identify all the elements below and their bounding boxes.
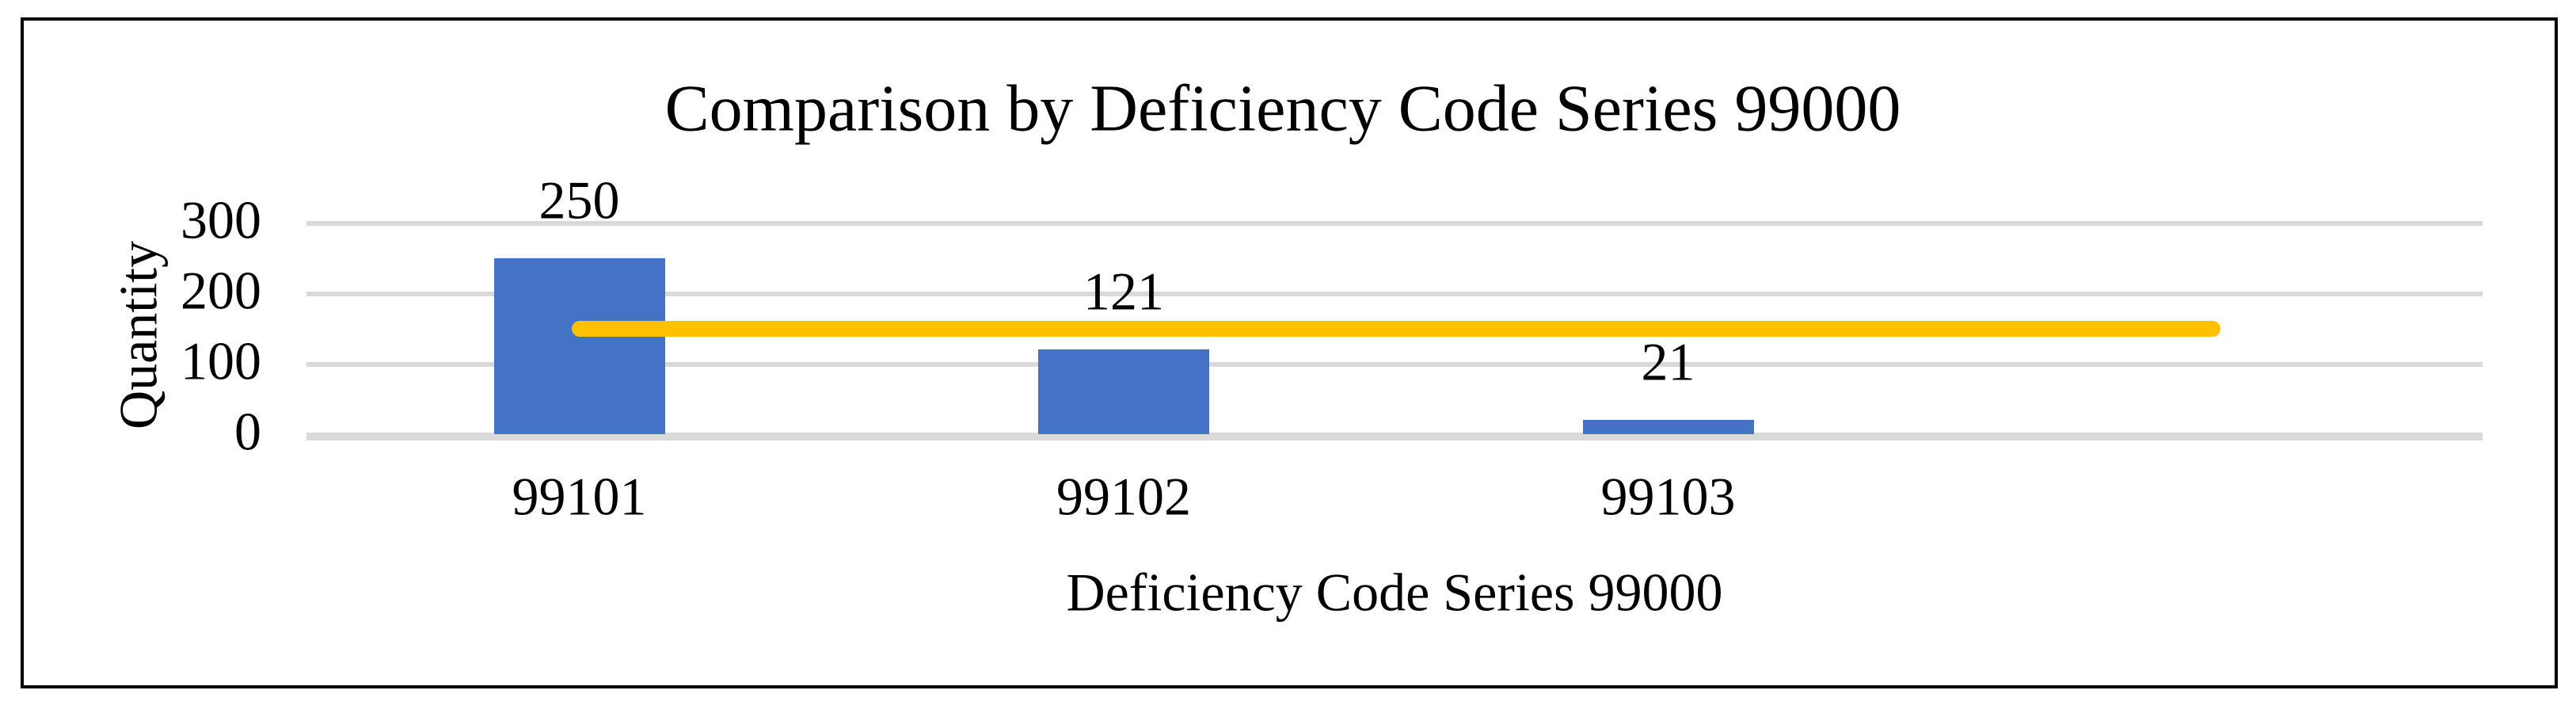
gridline xyxy=(306,291,2483,296)
y-tick-label: 100 xyxy=(181,330,261,391)
x-tick-label: 99103 xyxy=(1600,466,1736,527)
gridline xyxy=(306,432,2483,440)
bar-data-label: 21 xyxy=(1641,331,1695,392)
gridline xyxy=(306,361,2483,367)
x-tick-label: 99102 xyxy=(1056,466,1191,527)
chart-title: Comparison by Deficiency Code Series 990… xyxy=(664,71,1901,146)
line-series-segment xyxy=(571,321,2220,337)
gridline xyxy=(306,221,2483,226)
y-tick-label: 200 xyxy=(181,260,261,321)
y-tick-label: 300 xyxy=(181,189,261,250)
bar-data-label: 250 xyxy=(538,170,620,231)
x-axis-title: Deficiency Code Series 99000 xyxy=(1066,562,1723,623)
bar xyxy=(1038,349,1209,435)
chart-border xyxy=(21,17,2558,688)
x-tick-label: 99101 xyxy=(512,466,647,527)
y-tick-label: 0 xyxy=(234,401,261,461)
bar xyxy=(493,258,665,435)
bar xyxy=(1582,419,1754,435)
bar-data-label: 121 xyxy=(1083,261,1164,322)
